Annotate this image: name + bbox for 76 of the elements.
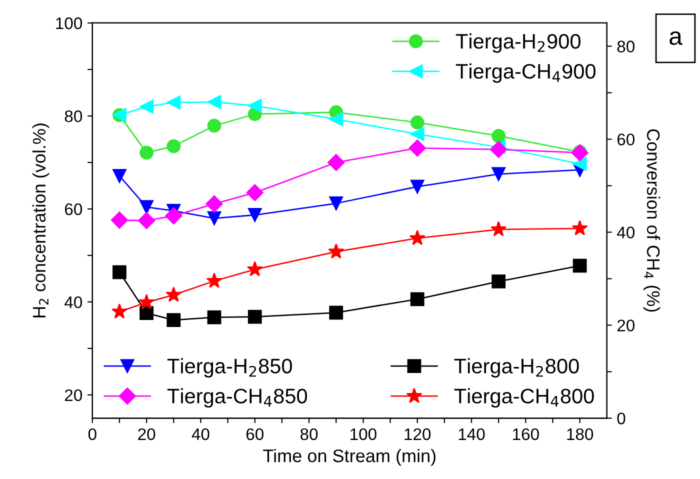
point [138,212,156,230]
point [409,230,426,246]
y2-tick-label: 0 [617,412,626,424]
point [166,139,181,154]
y2-tick-label: 40 [617,226,635,238]
point [138,294,155,310]
x-tick-label: 100 [350,428,376,440]
text: a [670,31,682,46]
point [246,261,263,276]
point [329,112,344,126]
y2-tick-label: 20 [617,320,635,332]
point [207,118,222,133]
point [492,274,506,288]
y-tick-label: 40 [64,296,82,308]
y-tick-label: 20 [64,389,82,402]
y-axis-title: H$_{2}$ concentration (vol.%) [32,124,50,318]
point [410,292,424,306]
point [206,272,222,288]
point [572,156,587,171]
point [329,306,344,320]
y-tick-label: 60 [64,203,82,216]
legend-label: Tierga-CH$_{4}$800 [454,388,594,408]
point [207,95,222,109]
point [140,146,154,160]
point [408,140,426,157]
legend-label: Tierga-CH$_{4}$900 [456,63,596,83]
point [329,196,344,210]
point [328,154,345,172]
point [248,310,262,324]
legend-label: Tierga-CH$_{4}$850 [167,388,308,408]
x-axis-title: Time on Stream (min) [263,448,436,466]
y2-tick-label: 60 [617,134,635,146]
point [328,243,344,259]
x-tick-label: 20 [138,428,156,440]
point [110,212,128,229]
point [207,310,222,324]
point [572,258,587,273]
point [571,144,588,162]
point [410,127,424,142]
legend-label: Tierga-H$_{2}$800 [454,358,579,378]
point [490,221,507,236]
x-tick-label: 120 [404,428,431,440]
point [166,313,181,328]
x-tick-label: 80 [300,428,318,440]
legend-label: Tierga-H$_{2}$900 [456,33,580,53]
x-tick-label: 40 [192,428,210,440]
point [248,98,262,113]
x-tick-label: 180 [567,428,594,440]
y2-tick-label: 80 [617,40,635,52]
point [410,116,424,130]
point [410,180,424,194]
point [492,129,506,143]
point [140,306,154,320]
y-tick-label: 80 [64,110,82,122]
point [246,184,264,202]
point [248,208,262,222]
point [112,169,126,183]
point [140,200,154,214]
point [207,211,222,226]
point [206,195,223,212]
point [492,167,506,182]
point [572,220,588,236]
x-tick-label: 140 [458,428,485,440]
point [112,265,126,280]
x-tick-label: 160 [513,428,539,440]
point [165,207,182,224]
y-tick-label: 100 [56,17,82,30]
point [166,96,181,110]
point [112,303,128,319]
legend-label: Tierga-H$_{2}$850 [167,358,292,378]
y2-axis-title: Conversion of CH$_{4}$ (%) [643,129,660,312]
x-tick-label: 60 [246,428,264,440]
point [490,140,508,158]
x-tick-label: 0 [88,428,96,440]
point [140,100,154,114]
point [166,286,182,302]
